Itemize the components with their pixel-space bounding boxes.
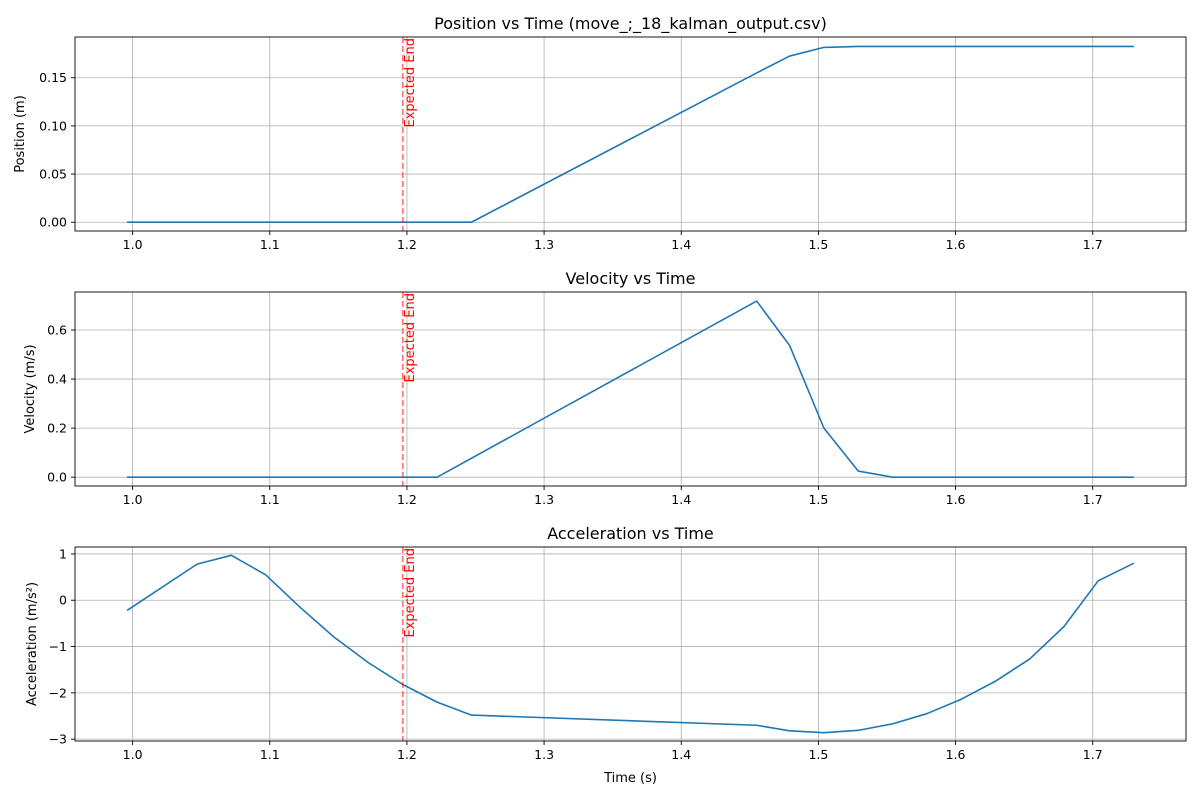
- x-tick-label: 1.3: [534, 747, 554, 762]
- x-tick-label: 1.2: [397, 747, 417, 762]
- axes-frame: [74, 546, 1187, 742]
- x-tick-label: 1.7: [1083, 237, 1103, 252]
- y-tick-label: −2: [49, 685, 67, 700]
- x-tick-label: 1.4: [671, 747, 691, 762]
- y-tick-label: −1: [49, 639, 67, 654]
- x-tick-label: 1.0: [123, 492, 143, 507]
- axes-frame: [74, 291, 1187, 487]
- y-tick-label: 0.15: [39, 70, 67, 85]
- y-tick-label: 1: [59, 546, 67, 561]
- chart-title: Position vs Time (move_;_18_kalman_outpu…: [434, 14, 827, 34]
- subplot-1: Expected End 1.0 1.1 1.2 1.3 1.4 1.5 1.6 1.7 0.00…: [13, 14, 1187, 252]
- x-tick-label: 1.2: [397, 237, 417, 252]
- subplot-3: Expected End 1.0 1.1 1.2 1.3 1.4 1.5 1.6 1.7 −3 −2…: [25, 524, 1187, 786]
- y-tick-label: 0.4: [47, 372, 67, 387]
- x-tick-label: 1.5: [808, 492, 828, 507]
- y-axis-label: Acceleration (m/s²): [25, 582, 40, 706]
- x-tick-label: 1.7: [1083, 747, 1103, 762]
- y-tick-label: 0.10: [39, 118, 67, 133]
- y-tick-label: 0.2: [47, 421, 67, 436]
- subplot-2: Expected End 1.0 1.1 1.2 1.3 1.4 1.5 1.6 1.7 0.0 0…: [23, 269, 1187, 507]
- x-tick-label: 1.6: [946, 747, 966, 762]
- axes-frame: [74, 36, 1187, 232]
- x-tick-label: 1.1: [260, 237, 280, 252]
- expected-end-label: Expected End: [403, 548, 418, 638]
- x-axis-label: Time (s): [603, 771, 657, 786]
- y-tick-label: 0.0: [47, 470, 67, 485]
- series-line: [126, 554, 1135, 734]
- x-tick-label: 1.1: [260, 747, 280, 762]
- x-tick-label: 1.1: [260, 492, 280, 507]
- y-axis-label: Position (m): [13, 95, 28, 173]
- x-tick-label: 1.0: [123, 747, 143, 762]
- y-tick-label: −3: [49, 732, 67, 747]
- x-tick-label: 1.3: [534, 492, 554, 507]
- x-tick-label: 1.3: [534, 237, 554, 252]
- expected-end-label: Expected End: [403, 293, 418, 383]
- x-tick-label: 1.2: [397, 492, 417, 507]
- x-tick-label: 1.0: [123, 237, 143, 252]
- series-line: [127, 45, 1134, 224]
- x-tick-label: 1.6: [946, 492, 966, 507]
- x-tick-label: 1.7: [1083, 492, 1103, 507]
- y-tick-label: 0: [59, 593, 67, 608]
- x-tick-label: 1.5: [808, 237, 828, 252]
- series-line: [127, 300, 1134, 478]
- expected-end-label: Expected End: [403, 38, 418, 128]
- y-axis-label: Velocity (m/s): [23, 344, 38, 433]
- chart-title: Velocity vs Time: [566, 269, 696, 288]
- x-tick-label: 1.4: [671, 492, 691, 507]
- y-tick-label: 0.6: [47, 323, 67, 338]
- y-tick-label: 0.05: [39, 167, 67, 182]
- chart-title: Acceleration vs Time: [547, 524, 714, 543]
- x-tick-label: 1.4: [671, 237, 691, 252]
- y-tick-label: 0.00: [39, 215, 67, 230]
- x-tick-label: 1.5: [808, 747, 828, 762]
- x-tick-label: 1.6: [946, 237, 966, 252]
